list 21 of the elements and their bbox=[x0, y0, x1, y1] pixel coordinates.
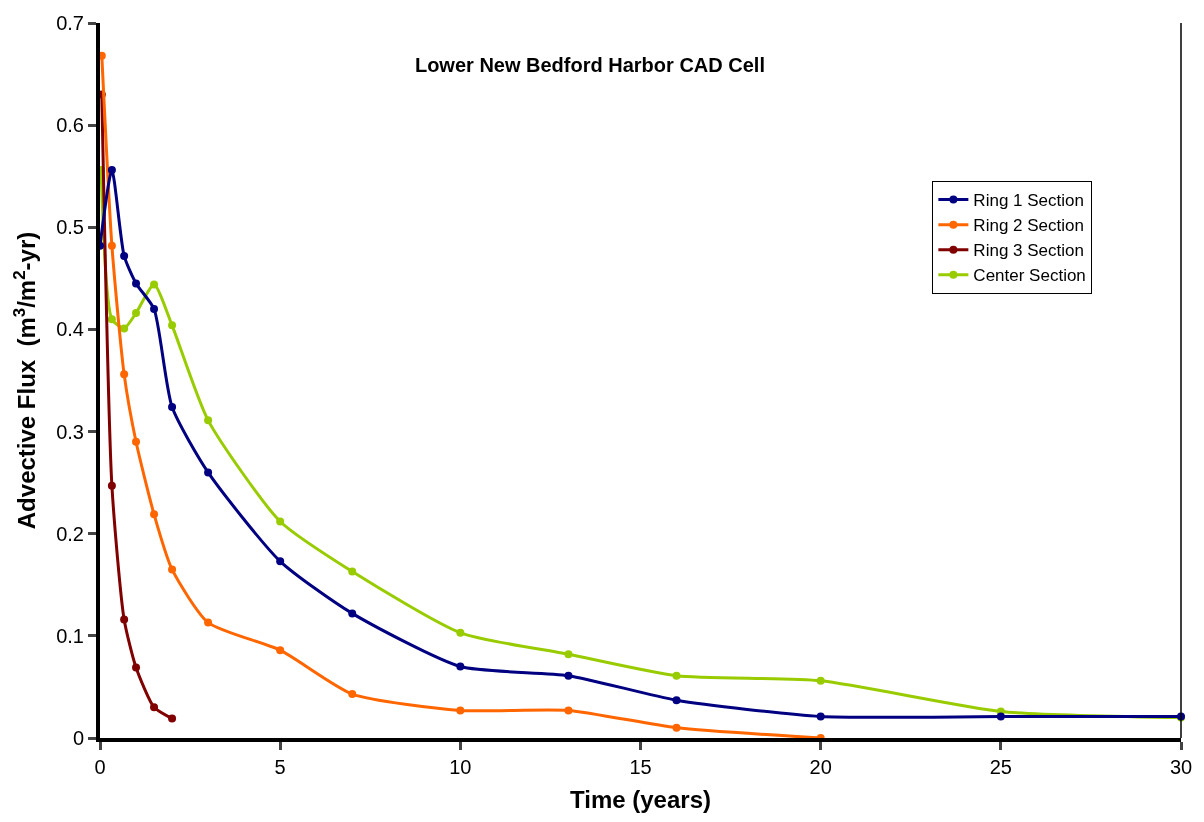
y-tick-label: 0.4 bbox=[56, 318, 84, 341]
y-tick-label: 0.6 bbox=[56, 114, 84, 137]
y-tick-label: 0.1 bbox=[56, 624, 84, 647]
x-tick-label: 30 bbox=[1169, 756, 1193, 778]
x-axis-title: Time (years) bbox=[570, 785, 711, 813]
x-tick-label: 0 bbox=[94, 756, 106, 778]
x-tick-label: 10 bbox=[449, 756, 472, 778]
x-tick-label: 25 bbox=[989, 756, 1012, 778]
text: Lower New Bedford Harbor CAD Cell bbox=[414, 53, 765, 76]
y-tick-label: 0.3 bbox=[56, 420, 84, 443]
y-tick-label: 0 bbox=[72, 727, 84, 749]
legend-label: Ring 2 Section bbox=[973, 216, 1084, 236]
legend-label: Ring 3 Section bbox=[973, 241, 1084, 261]
x-tick-label: 20 bbox=[809, 756, 832, 778]
y-tick-label: 0.7 bbox=[56, 12, 84, 34]
x-tick-label: 15 bbox=[629, 756, 652, 778]
legend-label: Ring 1 Section bbox=[973, 191, 1084, 211]
legend-label: Center Section bbox=[973, 266, 1086, 286]
x-tick-label: 5 bbox=[274, 756, 286, 778]
y-tick-label: 0.2 bbox=[56, 522, 84, 545]
y-tick-label: 0.5 bbox=[56, 216, 84, 239]
